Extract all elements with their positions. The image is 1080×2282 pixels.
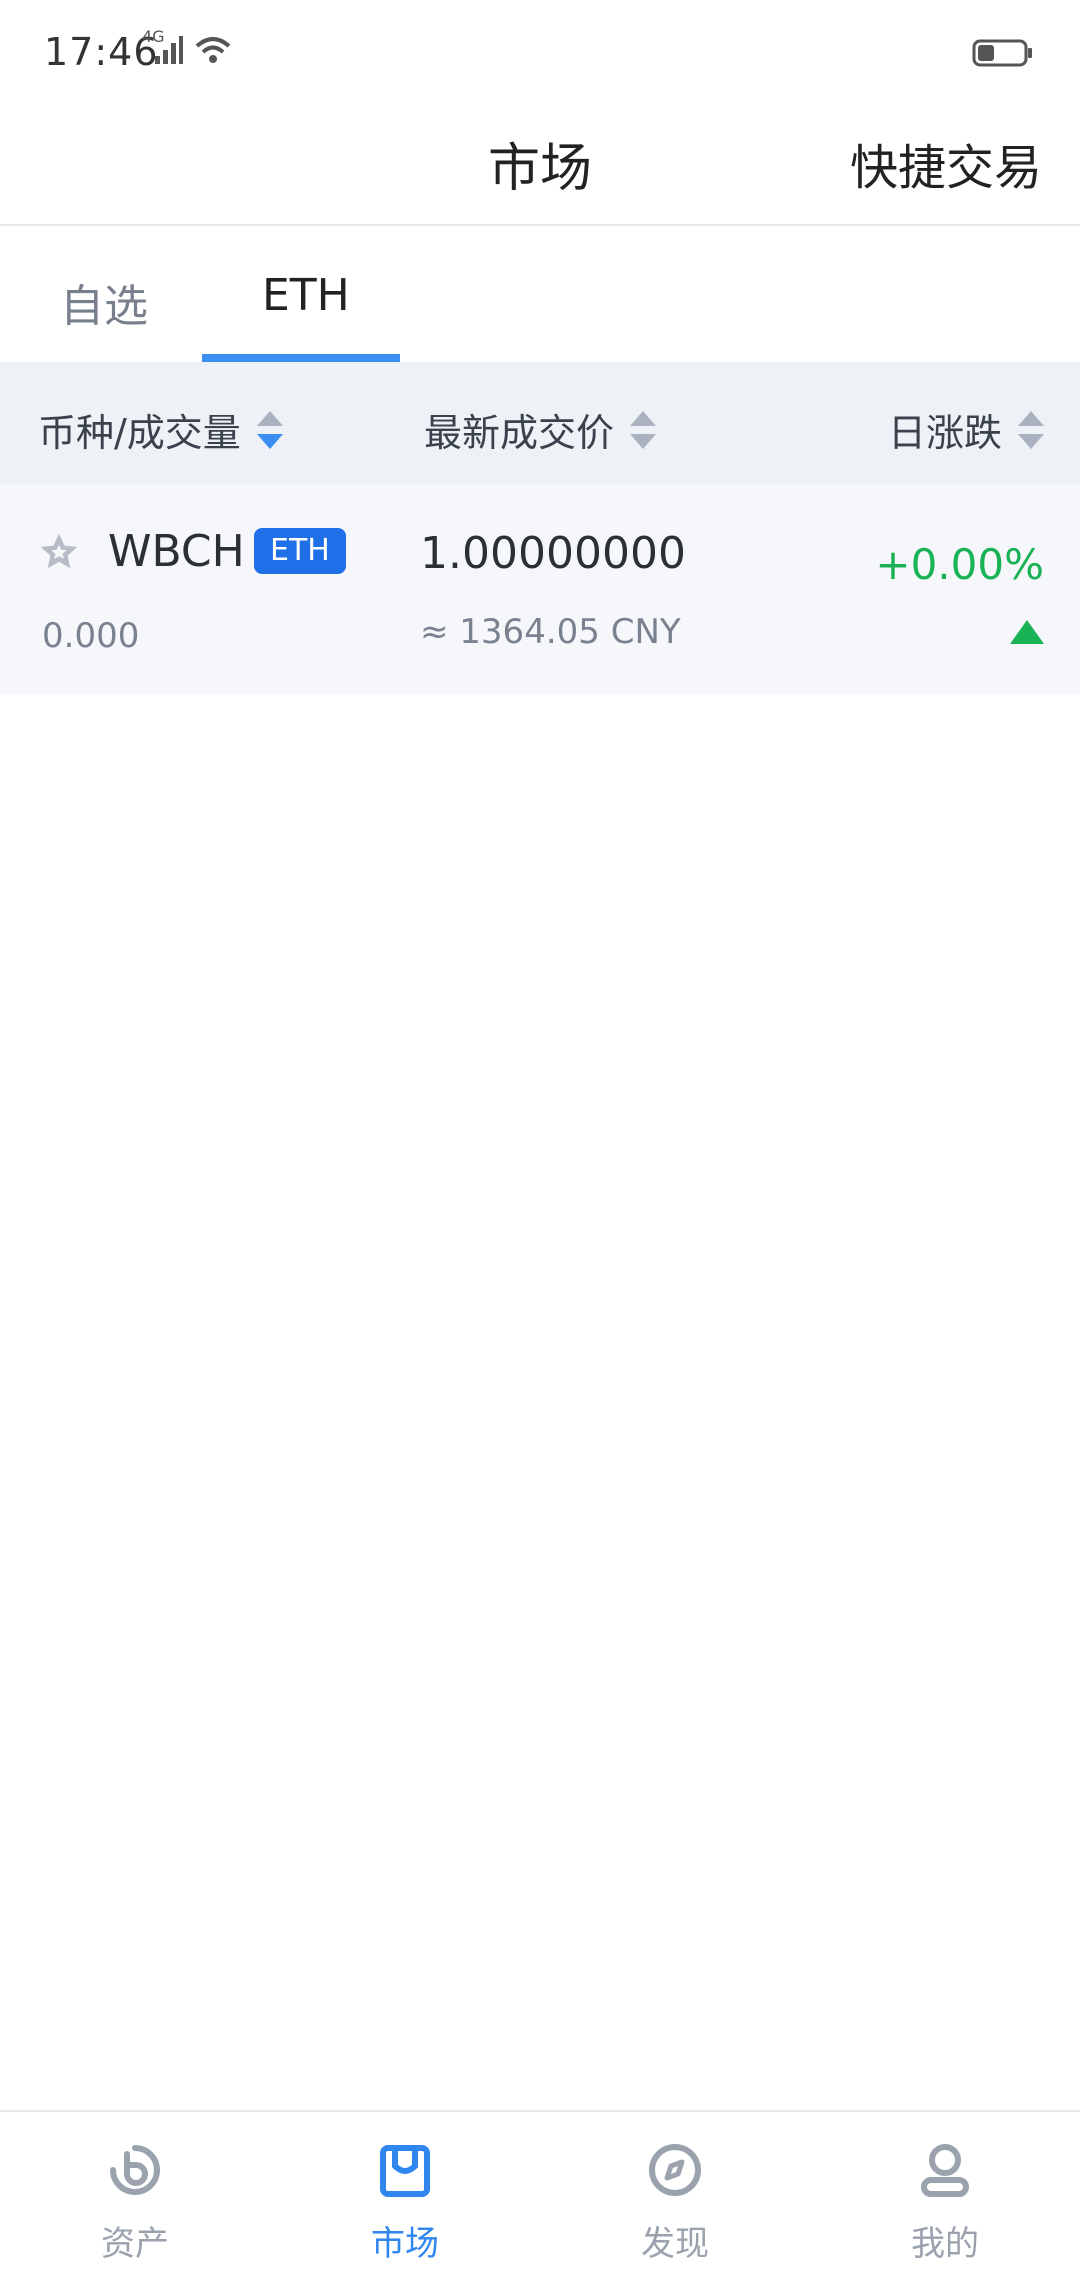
nav-label-profile: 我的 xyxy=(911,2224,979,2264)
compass-icon xyxy=(649,2144,701,2196)
nav-item-discover[interactable]: 发现 xyxy=(540,2112,810,2282)
column-header-price: 最新成交价 xyxy=(424,411,615,455)
nav-label-assets: 资产 xyxy=(101,2224,169,2264)
signal-icon xyxy=(154,36,183,64)
profile-icon xyxy=(921,2144,969,2197)
sort-icon xyxy=(1018,410,1044,449)
market-tabs: 自选 ETH xyxy=(0,226,1080,362)
assets-icon xyxy=(110,2145,160,2195)
sort-icon xyxy=(256,410,283,449)
table-header: 币种/成交量 最新成交价 日涨跌 xyxy=(0,362,1080,484)
status-bar: 17:46 4G xyxy=(0,0,1080,110)
status-icons: 4G xyxy=(142,27,233,66)
market-row[interactable]: WBCH ETH 0.000 1.00000000 ≈ 1364.05 CNY … xyxy=(0,484,1080,694)
network-label: 4G xyxy=(142,26,165,46)
sort-by-price[interactable]: 最新成交价 xyxy=(424,402,657,457)
market-icon xyxy=(380,2145,430,2197)
tab-watchlist[interactable]: 自选 xyxy=(60,281,148,332)
sort-by-change[interactable]: 日涨跌 xyxy=(888,402,1044,457)
column-header-coin-volume: 币种/成交量 xyxy=(38,411,241,455)
nav-item-market[interactable]: 市场 xyxy=(270,2112,540,2282)
top-header: 市场 快捷交易 xyxy=(0,110,1080,226)
column-header-change: 日涨跌 xyxy=(887,411,1002,455)
status-time: 17:46 xyxy=(44,30,159,74)
nav-label-market: 市场 xyxy=(371,2224,439,2264)
quote-currency-badge: ETH xyxy=(254,528,346,574)
nav-item-assets[interactable]: 资产 xyxy=(0,2112,270,2282)
price-cny: ≈ 1364.05 CNY xyxy=(420,612,681,652)
nav-label-discover: 发现 xyxy=(641,2224,709,2264)
battery-icon xyxy=(972,39,1032,67)
favorite-star-icon[interactable] xyxy=(36,529,82,575)
up-arrow-icon xyxy=(1010,620,1044,644)
active-tab-indicator xyxy=(202,354,400,362)
sort-icon xyxy=(630,410,657,449)
latest-price: 1.00000000 xyxy=(420,528,686,579)
wifi-icon xyxy=(195,37,230,63)
coin-name: WBCH xyxy=(108,526,245,577)
daily-change: +0.00% xyxy=(875,540,1044,589)
tab-eth[interactable]: ETH xyxy=(262,270,350,321)
volume-value: 0.000 xyxy=(42,616,140,656)
sort-by-volume[interactable]: 币种/成交量 xyxy=(38,402,283,457)
page-title: 市场 xyxy=(487,139,592,199)
bottom-nav: 资产 市场 发现 我的 xyxy=(0,2110,1080,2282)
quick-trade-button[interactable]: 快捷交易 xyxy=(849,140,1042,196)
nav-item-profile[interactable]: 我的 xyxy=(810,2112,1080,2282)
